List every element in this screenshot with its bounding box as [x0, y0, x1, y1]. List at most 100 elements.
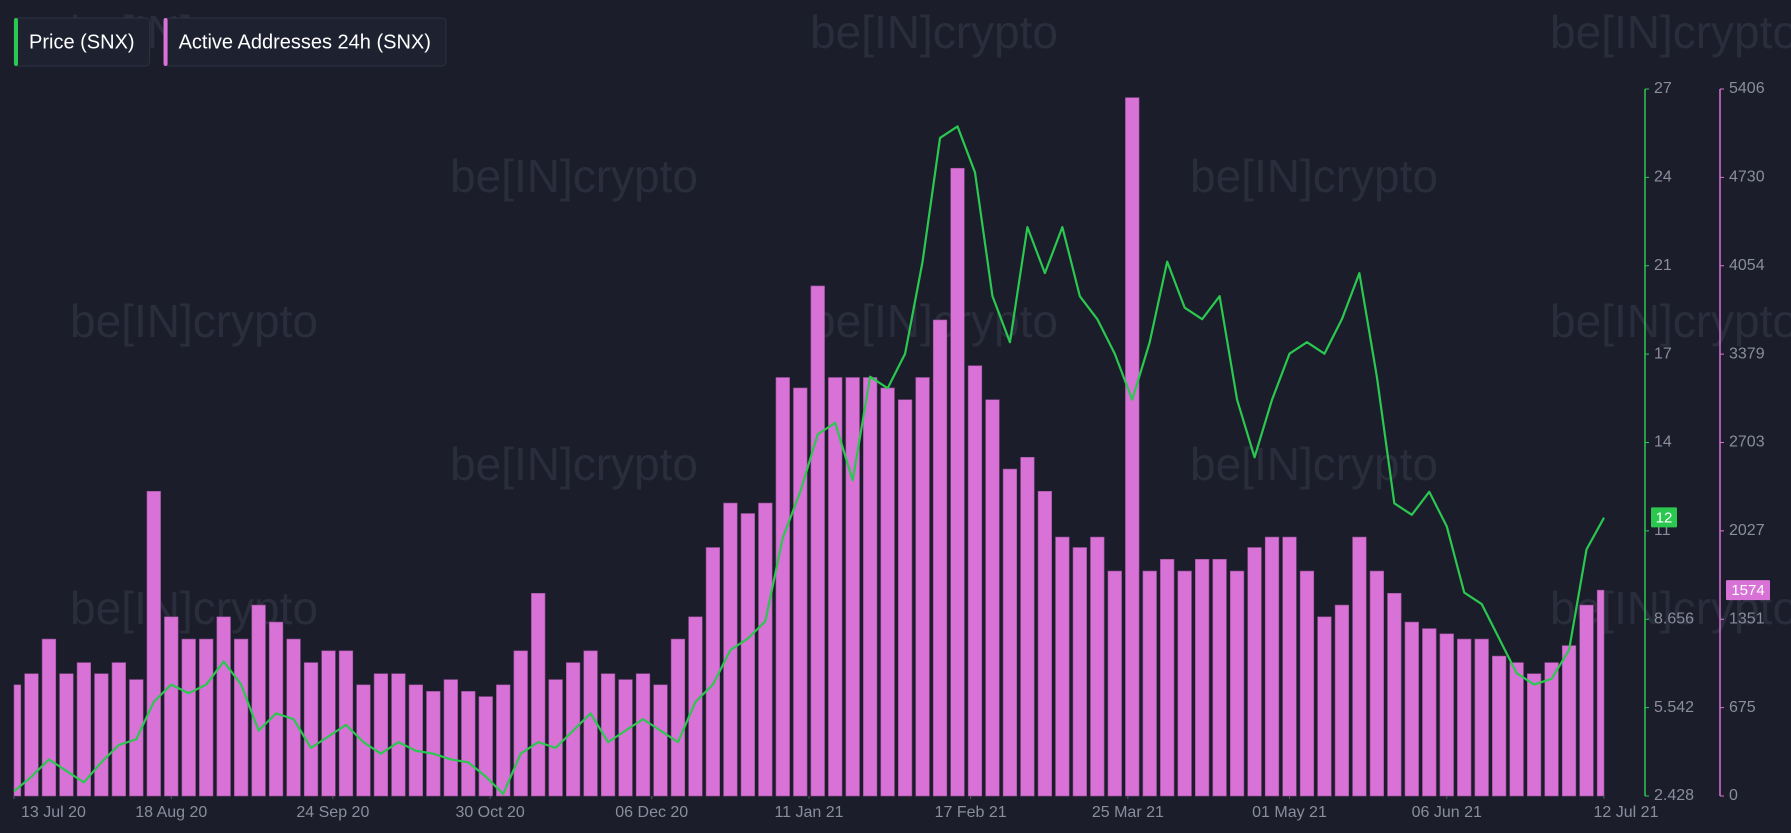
- bar: [531, 592, 546, 797]
- bar: [985, 399, 1000, 797]
- bar: [1212, 558, 1227, 797]
- bar: [41, 638, 57, 797]
- bar: [164, 616, 179, 797]
- bar: [1020, 456, 1035, 797]
- legend-swatch: [163, 18, 168, 66]
- bar: [268, 621, 284, 797]
- bar: [1072, 547, 1087, 797]
- bar: [321, 650, 336, 797]
- y-tick-label: 14: [1654, 434, 1672, 451]
- x-tick-label: 18 Aug 20: [135, 804, 207, 821]
- bar: [950, 167, 965, 797]
- bar: [251, 604, 266, 797]
- y2-tick-label: 3379: [1729, 345, 1765, 362]
- bar: [1317, 616, 1332, 797]
- watermark: be[IN]crypto: [1190, 438, 1438, 490]
- watermark: be[IN]crypto: [1550, 295, 1791, 347]
- bar: [1334, 604, 1350, 797]
- bar: [1352, 536, 1367, 797]
- bar: [1387, 592, 1402, 797]
- bar: [234, 638, 249, 797]
- bar: [146, 490, 161, 797]
- bar: [810, 285, 825, 797]
- bar: [1177, 570, 1192, 797]
- price-line: [13, 125, 1605, 796]
- bar: [967, 365, 983, 797]
- bar: [548, 679, 563, 797]
- bar: [1404, 621, 1419, 797]
- bar: [845, 377, 860, 797]
- value-badge-label: 12: [1656, 509, 1673, 526]
- bar: [1422, 628, 1437, 797]
- bar: [1002, 468, 1018, 797]
- bar: [24, 673, 39, 797]
- bar: [897, 399, 913, 797]
- bar: [1037, 490, 1052, 797]
- bar: [1160, 558, 1175, 797]
- bar: [496, 684, 511, 797]
- bar: [1509, 662, 1524, 797]
- bar: [94, 673, 109, 797]
- bar: [1055, 536, 1070, 797]
- y2-tick-label: 1351: [1729, 610, 1765, 627]
- value-badge: [1651, 507, 1677, 528]
- bar: [1247, 547, 1262, 797]
- bar: [111, 662, 126, 797]
- bar: [199, 638, 214, 797]
- value-badge: [1726, 580, 1770, 601]
- y2-tick-label: 4054: [1729, 257, 1765, 274]
- bar: [828, 377, 843, 797]
- bar: [932, 319, 948, 797]
- y-tick-label: 5.542: [1654, 699, 1694, 716]
- bar: [880, 387, 895, 797]
- y2-tick-label: 4730: [1729, 169, 1765, 186]
- bar: [775, 377, 790, 797]
- bar: [1492, 655, 1507, 797]
- bar: [1090, 536, 1105, 797]
- legend-label: Price (SNX): [29, 31, 135, 53]
- bar: [461, 691, 476, 797]
- y-tick-label: 21: [1654, 257, 1672, 274]
- bar: [688, 616, 703, 797]
- x-tick-label: 01 May 21: [1252, 804, 1327, 821]
- x-tick-label: 30 Oct 20: [455, 804, 524, 821]
- bar: [1544, 662, 1559, 797]
- x-tick-label: 12 Jul 21: [1594, 804, 1659, 821]
- bar: [1457, 638, 1472, 797]
- legend-swatch: [14, 18, 18, 66]
- watermark: be[IN]crypto: [70, 295, 318, 347]
- legend-item: Price (SNX): [13, 17, 151, 67]
- bar: [1579, 604, 1594, 797]
- bar: [408, 684, 423, 797]
- watermark: be[IN]crypto: [1550, 6, 1791, 58]
- y2-tick-label: 2703: [1729, 434, 1765, 451]
- bar: [426, 691, 441, 797]
- bar: [1474, 638, 1489, 797]
- bar: [1107, 570, 1122, 797]
- bar: [13, 684, 22, 797]
- legend-item: Active Addresses 24h (SNX): [163, 17, 447, 67]
- bar: [391, 673, 406, 797]
- x-tick-label: 06 Jun 21: [1412, 804, 1482, 821]
- bar: [863, 377, 878, 797]
- bar: [76, 662, 92, 797]
- bar: [1561, 645, 1577, 797]
- bar: [59, 673, 74, 797]
- x-tick-label: 13 Jul 20: [21, 804, 86, 821]
- bar: [338, 650, 354, 797]
- bar: [513, 650, 528, 797]
- bar: [1142, 570, 1157, 797]
- bar: [1526, 673, 1542, 797]
- x-tick-label: 24 Sep 20: [296, 804, 369, 821]
- bar: [583, 650, 598, 797]
- y-tick-label: 27: [1654, 80, 1672, 97]
- bar: [758, 502, 773, 797]
- bar: [635, 673, 651, 797]
- bar: [216, 616, 231, 797]
- bar: [443, 679, 458, 797]
- bar: [1195, 558, 1210, 797]
- bar: [1229, 570, 1245, 797]
- bar: [600, 673, 616, 797]
- bar: [478, 696, 493, 797]
